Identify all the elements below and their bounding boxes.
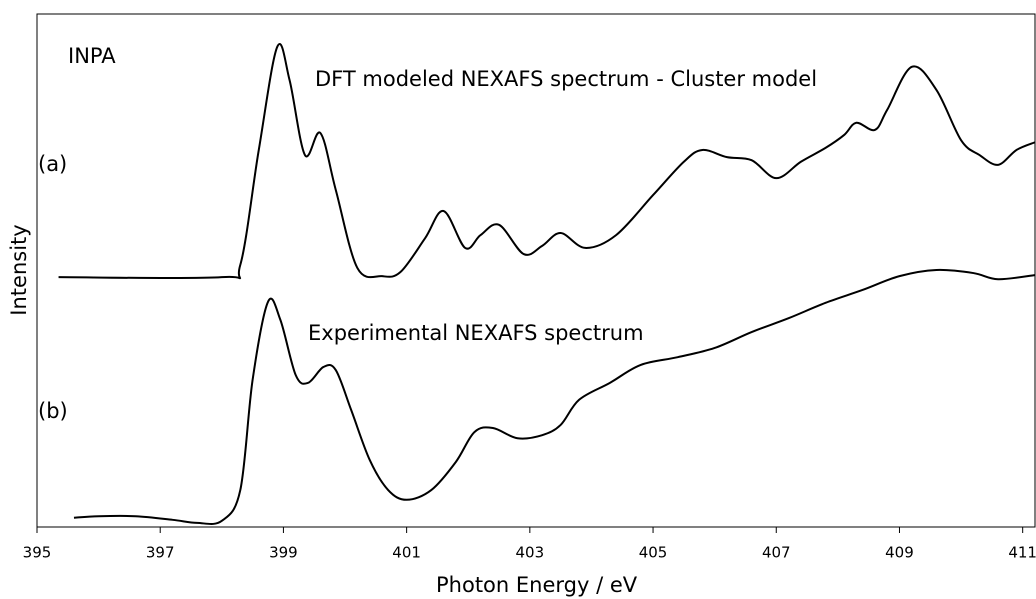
x-tick-label: 403 bbox=[516, 544, 545, 562]
x-tick-label: 405 bbox=[639, 544, 668, 562]
annotation: INPA bbox=[68, 44, 116, 68]
x-axis-label: Photon Energy / eV bbox=[436, 573, 638, 597]
x-tick-label: 395 bbox=[23, 544, 52, 562]
annotation: Experimental NEXAFS spectrum bbox=[308, 321, 644, 345]
x-tick-label: 401 bbox=[392, 544, 421, 562]
annotation: (b) bbox=[38, 399, 68, 423]
annotation: (a) bbox=[38, 152, 67, 176]
plot-frame bbox=[36, 13, 1036, 528]
spectrum-line bbox=[58, 43, 1036, 280]
y-axis-label: Intensity bbox=[7, 224, 31, 315]
x-tick-label: 407 bbox=[762, 544, 791, 562]
x-tick-label: 411 bbox=[1008, 544, 1036, 562]
annotation: DFT modeled NEXAFS spectrum - Cluster mo… bbox=[315, 67, 817, 91]
x-tick-label: 397 bbox=[146, 544, 175, 562]
x-tick-label: 409 bbox=[885, 544, 914, 562]
spectrum-line bbox=[73, 268, 1036, 525]
x-tick-label: 399 bbox=[269, 544, 298, 562]
